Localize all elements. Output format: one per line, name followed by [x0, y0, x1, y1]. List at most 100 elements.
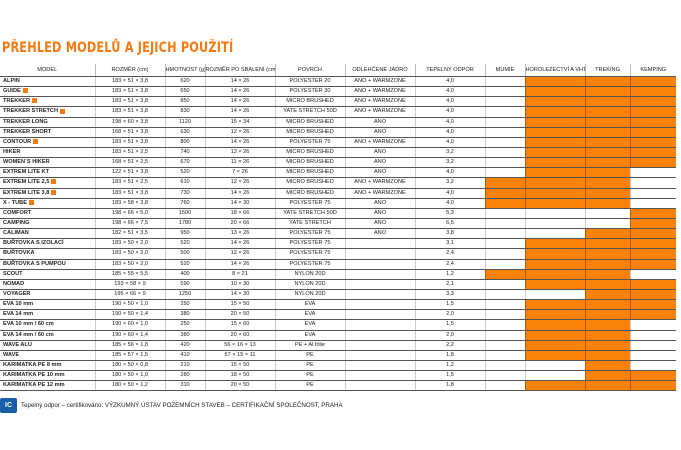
camping-cell — [629, 198, 676, 209]
packed-size-cell: 18 × 50 — [204, 370, 275, 382]
thermal-resistance-cell: 1,2 — [414, 360, 485, 372]
table-row: TREKKER SHORT 168 × 51 × 3,8 630 12 × 26 MIC… — [0, 127, 676, 138]
thermal-resistance-cell: 4,0 — [414, 96, 485, 108]
packed-size-cell: 12 × 26 — [204, 248, 275, 260]
model-name: KARIMATKA PE 8 mm — [3, 362, 62, 368]
trekking-cell — [584, 360, 630, 372]
mummy-cell — [484, 279, 525, 290]
model-name: KARIMATKA PE 12 mm — [3, 382, 65, 389]
mummy-cell — [484, 309, 525, 321]
packed-size-cell: 14 × 26 — [204, 86, 275, 98]
packed-size-cell: 10 × 30 — [204, 279, 275, 290]
table-row: EXTREM LITE KT 122 × 51 × 3,8 520 7 × 26 MIC… — [0, 167, 676, 179]
camping-cell — [629, 289, 676, 301]
thermal-resistance-cell: 2,1 — [414, 279, 485, 290]
thermal-resistance-cell: 4,0 — [414, 137, 485, 148]
packed-size-cell: 8 × 21 — [204, 269, 275, 280]
climbing-cell — [524, 117, 585, 128]
packed-size-cell: 57 × 15 × 11 — [204, 350, 275, 361]
packed-size-cell: 20 × 50 — [204, 309, 275, 321]
model-badge-icon — [28, 199, 34, 205]
weight-cell: 670 — [164, 157, 205, 169]
model-name: NOMAD — [3, 280, 25, 287]
camping-cell — [629, 86, 676, 98]
core-cell: ANO + WARMZONE — [344, 177, 415, 189]
mummy-cell — [484, 76, 525, 88]
trekking-cell — [584, 218, 630, 230]
mummy-cell — [484, 360, 525, 372]
core-cell — [344, 259, 415, 270]
core-cell: ANO — [344, 127, 415, 138]
packed-size-cell: 14 × 26 — [204, 238, 275, 250]
camping-cell — [629, 218, 676, 230]
weight-cell: 400 — [164, 269, 205, 280]
model-cell: WAVE ALU — [0, 340, 95, 351]
mummy-cell — [484, 248, 525, 260]
column-header: MODEL — [0, 64, 95, 77]
thermal-resistance-cell: 4,0 — [414, 117, 485, 128]
trekking-cell — [584, 177, 630, 189]
trekking-cell — [584, 370, 630, 382]
climbing-cell — [524, 106, 585, 118]
model-name: ALPIN — [3, 78, 20, 85]
model-cell: NOMAD — [0, 279, 95, 290]
mummy-cell — [484, 228, 525, 240]
weight-cell: 950 — [164, 228, 205, 240]
thermal-resistance-cell: 2,2 — [414, 340, 485, 351]
surface-cell: MICRO BRUSHED — [274, 117, 345, 128]
core-cell: ANO + WARMZONE — [344, 188, 415, 199]
climbing-cell — [524, 309, 585, 321]
table-row: ALPIN 183 × 51 × 3,8 620 14 × 26 POLYESTER 2… — [0, 76, 676, 88]
camping-cell — [629, 76, 676, 88]
weight-cell: 760 — [164, 198, 205, 209]
packed-size-cell: 13 × 26 — [204, 228, 275, 240]
climbing-cell — [524, 279, 585, 290]
camping-cell — [629, 340, 676, 351]
table-row: CAMPING 198 × 66 × 7,5 1780 20 × 66 YATE STR… — [0, 218, 676, 230]
table-row: X - TUBE 183 × 58 × 3,8 760 14 × 30 POLYESTE… — [0, 198, 676, 209]
climbing-cell — [524, 350, 585, 361]
size-cell: 183 × 58 × 3,8 — [94, 198, 165, 209]
climbing-cell — [524, 96, 585, 108]
surface-cell: EVA — [274, 299, 345, 311]
model-name: EVA 14 mm / 60 cm — [3, 331, 54, 338]
model-cell: ALPIN — [0, 76, 95, 88]
weight-cell: 280 — [164, 370, 205, 382]
table-header: MODEL ROZMĚR (cm) HMOTNOST (g) ROZMĚR PO SB… — [0, 64, 676, 77]
model-cell: BUŘTOVKA S IZOLACÍ — [0, 238, 95, 250]
trekking-cell — [584, 106, 630, 118]
packed-size-cell: 56 × 16 × 13 — [204, 340, 275, 351]
table-row: KARIMATKA PE 12 mm 180 × 50 × 1,2 310 20 × … — [0, 380, 676, 392]
mummy-cell — [484, 340, 525, 351]
core-cell: ANO — [344, 218, 415, 230]
size-cell: 190 × 50 × 1,0 — [94, 299, 165, 311]
surface-cell: MICRO BRUSHED — [274, 96, 345, 108]
camping-cell — [629, 106, 676, 118]
mummy-cell — [484, 269, 525, 280]
core-cell: ANO — [344, 228, 415, 240]
thermal-resistance-cell: 1,5 — [414, 319, 485, 331]
weight-cell: 1120 — [164, 117, 205, 128]
model-badge-icon — [33, 138, 39, 144]
size-cell: 183 × 51 × 3,8 — [94, 106, 165, 118]
model-name: VOYAGER — [3, 291, 31, 298]
climbing-cell — [524, 127, 585, 138]
packed-size-cell: 12 × 26 — [204, 127, 275, 138]
weight-cell: 420 — [164, 340, 205, 351]
mummy-cell — [484, 96, 525, 108]
thermal-resistance-cell: 4,0 — [414, 106, 485, 118]
model-cell: VOYAGER — [0, 289, 95, 301]
climbing-cell — [524, 380, 585, 392]
model-cell: EVA 14 mm — [0, 309, 95, 321]
surface-cell: POLYESTER 30 — [274, 86, 345, 98]
mummy-cell — [484, 319, 525, 331]
model-cell: BUŘTOVKA S PUMPOU — [0, 259, 95, 270]
size-cell: 183 × 51 × 3,8 — [94, 76, 165, 88]
packed-size-cell: 15 × 50 — [204, 299, 275, 311]
trekking-cell — [584, 76, 630, 88]
size-cell: 193 × 58 × 9 — [94, 279, 165, 290]
model-cell: EVA 14 mm / 60 cm — [0, 330, 95, 341]
size-cell: 195 × 66 × 9 — [94, 289, 165, 301]
thermal-resistance-cell: 2,0 — [414, 330, 485, 341]
surface-cell: YATE STRETCH — [274, 218, 345, 230]
